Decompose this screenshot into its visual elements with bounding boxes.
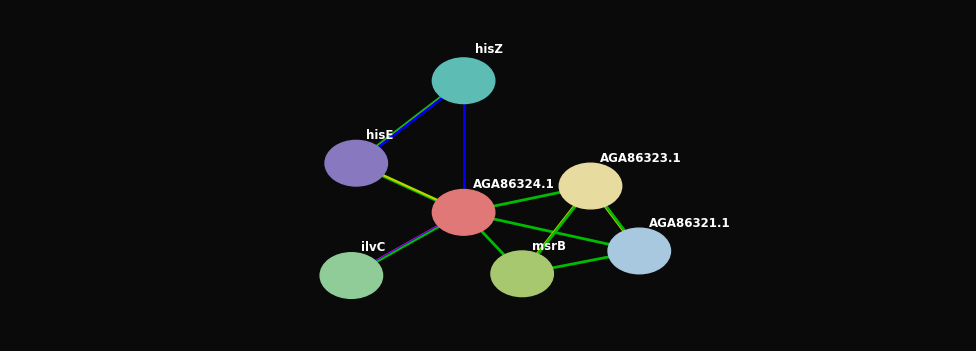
Text: AGA86324.1: AGA86324.1 (473, 178, 555, 191)
Ellipse shape (432, 190, 495, 235)
Text: msrB: msrB (532, 240, 566, 253)
Ellipse shape (432, 58, 495, 104)
Text: AGA86321.1: AGA86321.1 (649, 217, 731, 230)
Ellipse shape (608, 228, 671, 274)
Ellipse shape (325, 140, 387, 186)
Text: hisE: hisE (366, 129, 393, 142)
Ellipse shape (559, 163, 622, 209)
Text: hisZ: hisZ (475, 43, 504, 56)
Text: ilvC: ilvC (361, 241, 386, 254)
Ellipse shape (491, 251, 553, 297)
Text: AGA86323.1: AGA86323.1 (600, 152, 682, 165)
Ellipse shape (320, 253, 383, 298)
